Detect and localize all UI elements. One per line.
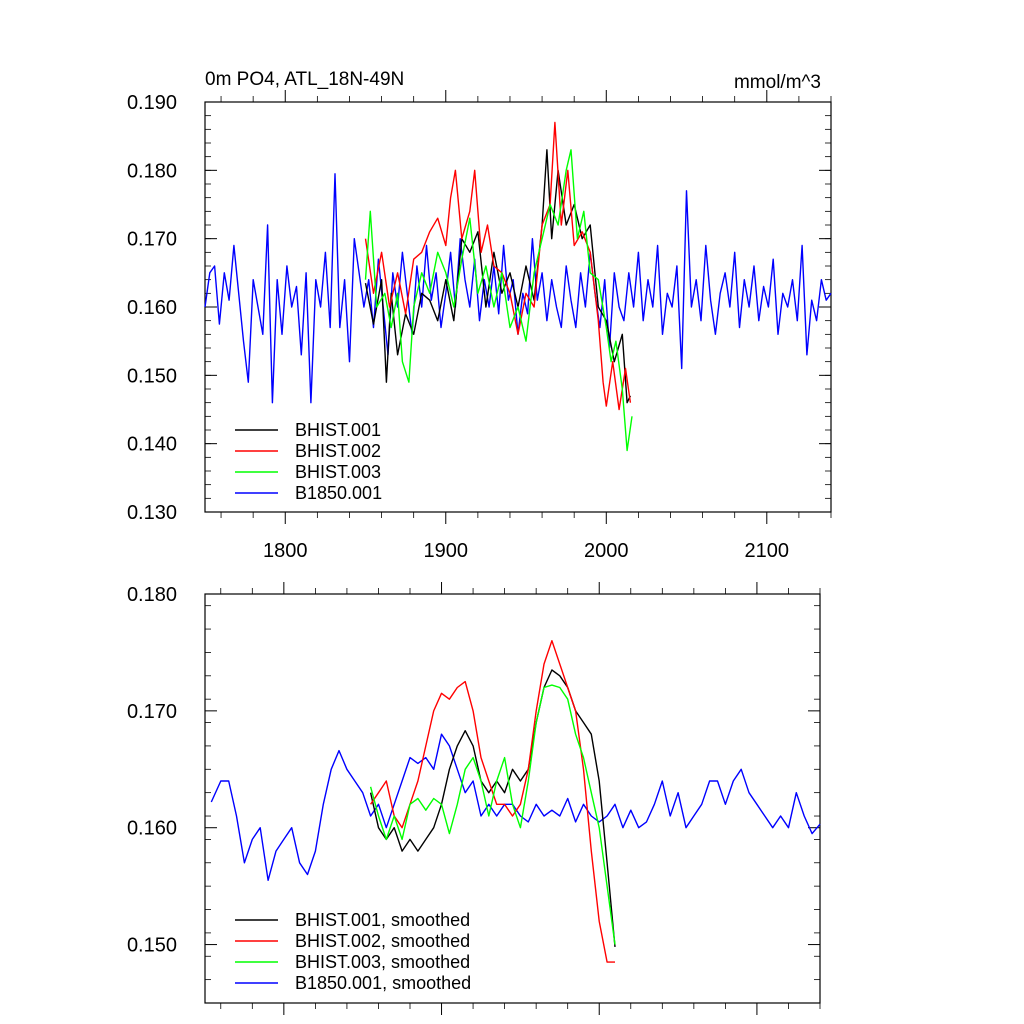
chart-title: 0m PO4, ATL_18N-49N	[205, 69, 404, 90]
y-tick-label: 0.160	[127, 818, 177, 840]
y-tick-label: 0.160	[127, 297, 177, 319]
units-label: mmol/m^3	[734, 72, 821, 93]
legend-label: B1850.001, smoothed	[295, 973, 471, 993]
y-tick-label: 0.140	[127, 434, 177, 456]
series-line-1	[364, 121, 632, 411]
series-line-3	[210, 733, 821, 881]
legend-label: BHIST.001, smoothed	[295, 910, 470, 930]
x-tick-label: 1900	[424, 540, 469, 562]
x-tick-label: 2100	[745, 540, 790, 562]
legend-label: BHIST.003, smoothed	[295, 952, 470, 972]
x-tick-label: 2000	[584, 540, 629, 562]
legend-label: BHIST.002, smoothed	[295, 931, 470, 951]
legend-label: BHIST.002	[295, 441, 381, 461]
y-tick-label: 0.150	[127, 935, 177, 957]
y-tick-label: 0.170	[127, 229, 177, 251]
legend-label: B1850.001	[295, 483, 382, 503]
x-tick-label: 1800	[263, 540, 308, 562]
y-tick-label: 0.130	[127, 502, 177, 524]
y-tick-label: 0.180	[127, 160, 177, 182]
y-tick-label: 0.180	[127, 584, 177, 606]
series-line-1	[370, 640, 615, 963]
top-panel: 0m PO4, ATL_18N-49N mmol/m^3 0.130 0.140 0.1…	[127, 69, 832, 562]
y-tick-label: 0.190	[127, 92, 177, 114]
legend-label: BHIST.003	[295, 462, 381, 482]
series-line-0	[369, 669, 616, 947]
legend-label: BHIST.001	[295, 420, 381, 440]
y-tick-label: 0.150	[127, 365, 177, 387]
series-line-2	[364, 149, 633, 452]
plot-frame	[204, 593, 821, 1004]
series-line-3	[204, 173, 832, 404]
y-tick-label: 0.170	[127, 701, 177, 723]
series-line-2	[369, 684, 616, 945]
